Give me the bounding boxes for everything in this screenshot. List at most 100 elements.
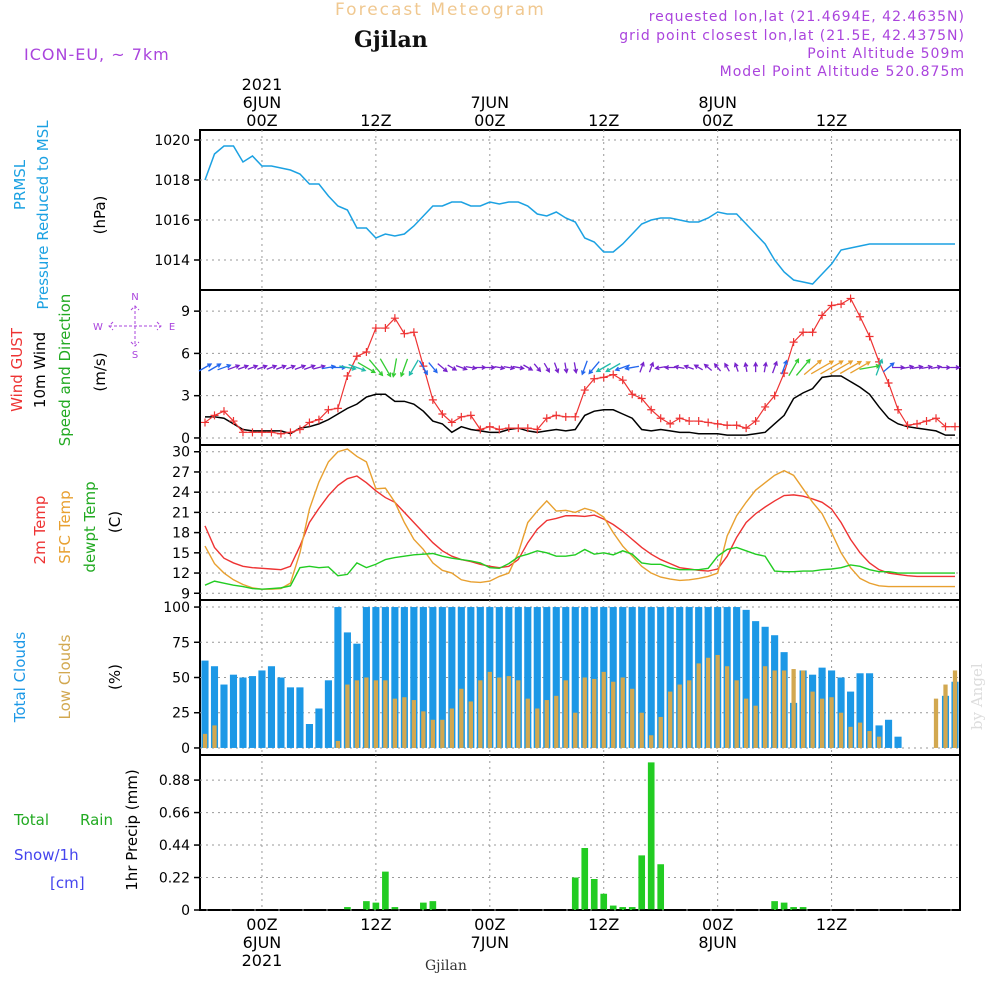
time-label-top: 8JUN (698, 93, 737, 112)
low-clouds-bar (762, 666, 768, 748)
gust-marker (324, 405, 333, 414)
gust-marker (922, 417, 931, 426)
total-clouds-bar (324, 680, 332, 748)
rain-bar (799, 907, 807, 910)
wind-direction-arrow (810, 360, 835, 375)
gust-marker (609, 370, 618, 379)
low-clouds-bar (364, 677, 369, 748)
gust-marker (789, 338, 798, 347)
total-clouds-bar (476, 607, 484, 748)
gust-marker (267, 428, 276, 437)
t2m-line (204, 475, 955, 578)
wind-direction-arrow (512, 365, 525, 371)
total-clouds-bar (514, 607, 522, 748)
gust-marker (390, 314, 399, 323)
low-clouds-bar (525, 698, 530, 748)
gust-marker (343, 371, 352, 380)
wind-direction-arrow (379, 358, 392, 378)
y-tick-label-precipitation: 0.22 (159, 871, 190, 887)
y-tick-label-temperature: 21 (172, 505, 190, 521)
total-clouds-bar (448, 607, 456, 748)
y-tick-label-wind: 6 (181, 346, 190, 362)
product-title: Forecast Meteogram (335, 0, 546, 20)
wind-direction-arrow (733, 362, 739, 372)
wind-direction-arrow (437, 363, 448, 373)
gust-marker (504, 424, 513, 433)
low-clouds-bar (952, 670, 958, 748)
gust-marker (704, 418, 713, 427)
gust-marker (913, 419, 922, 428)
time-label-top: 12Z (588, 111, 619, 130)
wind-direction-arrow (455, 364, 468, 371)
gust-marker (447, 418, 456, 427)
panel-frame-pressure (199, 129, 961, 291)
wind-direction-arrow (762, 361, 768, 373)
low-clouds-bar (392, 698, 398, 748)
gust-marker (457, 412, 466, 421)
gust-marker (628, 390, 637, 399)
total-clouds-bar (258, 670, 266, 748)
wind-direction-arrow (595, 362, 611, 373)
gust-marker (884, 379, 893, 387)
rain-bar (771, 901, 778, 910)
low-clouds-bar (620, 677, 625, 748)
wind-direction-arrow (428, 362, 438, 374)
gust-marker (248, 428, 257, 437)
wind-direction-arrow (875, 358, 884, 376)
gust-marker (647, 405, 656, 414)
compass-w: W (93, 322, 103, 333)
wind-direction-arrow (829, 360, 854, 375)
gust-marker (894, 405, 903, 414)
wind-direction-arrow (950, 365, 961, 370)
label-cm: [cm] (50, 874, 85, 892)
wind-direction-arrow (208, 363, 222, 372)
wind-direction-arrow (588, 361, 600, 375)
wind-direction-arrow (294, 364, 307, 370)
wind-direction-arrow (408, 359, 419, 377)
wind-direction-arrow (285, 364, 297, 370)
compass-n: N (131, 292, 138, 303)
rain-bar (590, 879, 598, 910)
low-clouds-bar (430, 719, 435, 748)
low-clouds-bar (582, 677, 587, 748)
total-clouds-bar (248, 676, 257, 748)
low-clouds-bar (487, 671, 492, 748)
time-label-bottom: 12Z (360, 915, 391, 934)
gust-marker (533, 425, 542, 434)
y-tick-label-clouds: 25 (172, 706, 190, 722)
total-clouds-bar (847, 691, 855, 748)
total-clouds-bar (894, 736, 902, 748)
wind-direction-arrow (465, 365, 478, 371)
low-clouds-bar (440, 719, 445, 748)
wind-speed-line (205, 375, 955, 436)
total-clouds-bar (467, 607, 475, 748)
wind-direction-arrow (839, 360, 863, 375)
total-clouds-bar (267, 666, 276, 748)
time-label-bottom: 8JUN (698, 933, 737, 952)
wind-direction-arrow (447, 364, 458, 371)
gust-marker (371, 324, 380, 333)
wind-direction-arrow (820, 360, 844, 375)
wind-direction-arrow (523, 364, 534, 371)
low-clouds-bar (544, 700, 549, 748)
wind-direction-arrow (921, 364, 933, 370)
total-clouds-bar (438, 607, 446, 748)
time-label-bottom: 00Z (474, 915, 505, 934)
low-clouds-bar (611, 681, 616, 748)
rain-bar (609, 905, 617, 910)
rain-bar (628, 907, 636, 910)
y-tick-label-wind: 3 (181, 389, 190, 405)
low-clouds-bar (212, 725, 217, 748)
rain-bar (420, 902, 427, 910)
gust-marker (770, 391, 779, 400)
total-clouds-bar (286, 687, 295, 748)
gust-marker (580, 386, 589, 395)
total-clouds-bar (865, 673, 874, 748)
rain-bar (657, 864, 665, 910)
low-clouds-bar (715, 654, 720, 748)
y-tick-label-pressure: 1020 (154, 133, 190, 149)
time-label-bottom: 2021 (242, 951, 283, 970)
gust-marker (618, 376, 627, 385)
wind-direction-arrow (418, 360, 428, 376)
wind-direction-arrow (771, 360, 778, 374)
